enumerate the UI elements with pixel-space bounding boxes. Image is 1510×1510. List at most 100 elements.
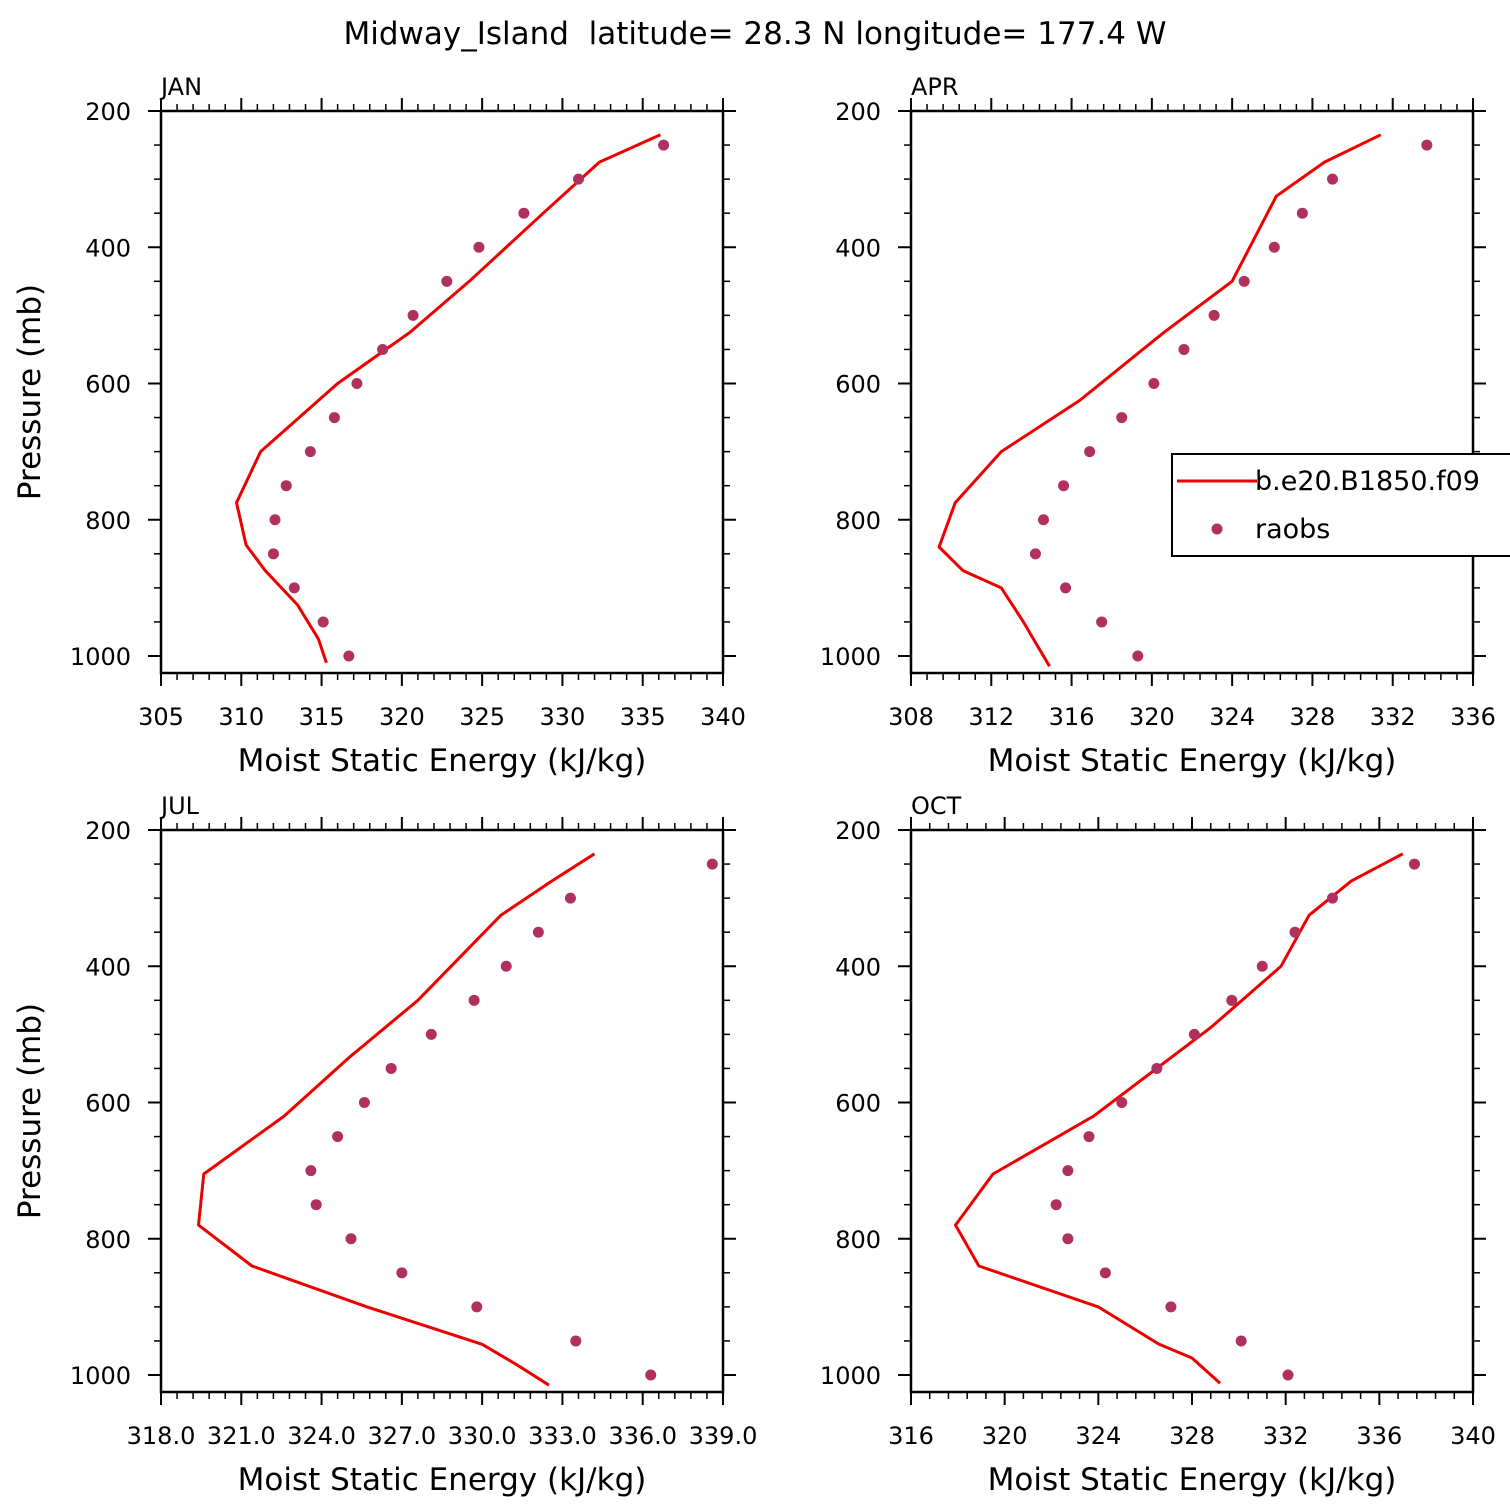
raobs-point bbox=[1060, 582, 1072, 594]
raobs-point bbox=[377, 343, 389, 355]
y-tick-label: 400 bbox=[85, 234, 131, 262]
x-tick-label: 325 bbox=[459, 703, 505, 731]
y-tick-label: 1000 bbox=[70, 1362, 131, 1390]
raobs-point bbox=[1083, 1131, 1095, 1143]
raobs-point bbox=[706, 858, 718, 870]
model-profile-line bbox=[937, 133, 1382, 667]
panel-label: JAN bbox=[159, 73, 202, 101]
raobs-point bbox=[1084, 446, 1096, 458]
raobs-point bbox=[1208, 309, 1220, 321]
model-profile-line bbox=[235, 133, 662, 664]
raobs-point bbox=[1282, 1369, 1294, 1381]
x-axis-label: Moist Static Energy (kJ/kg) bbox=[238, 743, 647, 779]
raobs-point bbox=[345, 1233, 357, 1245]
raobs-point bbox=[1058, 480, 1070, 492]
raobs-point bbox=[1062, 1233, 1074, 1245]
x-tick-label: 316 bbox=[888, 1422, 934, 1450]
raobs-point bbox=[1238, 275, 1250, 287]
legend-marker-swatch bbox=[1211, 523, 1223, 535]
raobs-point bbox=[425, 1028, 437, 1040]
y-tick-label: 1000 bbox=[820, 1362, 881, 1390]
x-tick-label: 340 bbox=[700, 703, 746, 731]
raobs-point bbox=[658, 139, 670, 151]
y-tick-label: 600 bbox=[85, 371, 131, 399]
panel-apr: APR 308 312 316 320 324 328 332 336 200 400 600 800 1… bbox=[820, 73, 1496, 779]
x-tick-label: 324 bbox=[1209, 703, 1255, 731]
raobs-point bbox=[1235, 1335, 1247, 1347]
panel-oct: OCT 316 320 324 328 332 336 340 200 400 600 800 1000… bbox=[820, 792, 1496, 1498]
raobs-point bbox=[468, 994, 480, 1006]
legend-box bbox=[1171, 453, 1510, 557]
x-tick-label: 305 bbox=[138, 703, 184, 731]
raobs-point bbox=[1132, 650, 1144, 662]
x-tick-label: 336 bbox=[1450, 703, 1496, 731]
raobs-point bbox=[305, 1165, 317, 1177]
panel-jul: JUL 318.0 321.0 324.0 327.0 330.0 333.0 336.0 33… bbox=[12, 792, 757, 1498]
panel-jan: JAN 305 310 315 320 325 330 335 340 200 400 600 800 1… bbox=[12, 73, 746, 779]
raobs-point bbox=[1050, 1199, 1062, 1211]
raobs-point bbox=[1268, 241, 1280, 253]
y-tick-label: 400 bbox=[835, 953, 881, 981]
figure-title: Midway_Island latitude= 28.3 N longitude… bbox=[344, 16, 1167, 52]
legend-label-model: b.e20.B1850.f09 bbox=[1255, 466, 1480, 497]
y-tick-label: 1000 bbox=[820, 643, 881, 671]
y-tick-label: 600 bbox=[835, 371, 881, 399]
panel-label: JUL bbox=[159, 792, 200, 820]
raobs-point bbox=[385, 1062, 397, 1074]
y-tick-label: 200 bbox=[835, 98, 881, 126]
raobs-point bbox=[1116, 412, 1128, 424]
legend-label-obs: raobs bbox=[1255, 514, 1330, 545]
x-tick-label: 328 bbox=[1169, 1422, 1215, 1450]
y-tick-label: 600 bbox=[85, 1090, 131, 1118]
plot-frame bbox=[159, 109, 725, 675]
x-tick-label: 333.0 bbox=[528, 1422, 597, 1450]
x-tick-label: 336.0 bbox=[608, 1422, 677, 1450]
raobs-point bbox=[343, 650, 355, 662]
raobs-point bbox=[1096, 616, 1108, 628]
raobs-point bbox=[310, 1199, 322, 1211]
y-tick-label: 200 bbox=[85, 98, 131, 126]
x-tick-label: 316 bbox=[1049, 703, 1095, 731]
y-tick-label: 800 bbox=[835, 1226, 881, 1254]
x-tick-label: 320 bbox=[1129, 703, 1175, 731]
panel-label: OCT bbox=[911, 792, 962, 820]
x-tick-label: 330.0 bbox=[448, 1422, 517, 1450]
raobs-point bbox=[564, 892, 576, 904]
raobs-point bbox=[471, 1301, 483, 1313]
model-profile-line bbox=[954, 852, 1404, 1385]
x-tick-label: 330 bbox=[540, 703, 586, 731]
raobs-point bbox=[1099, 1267, 1111, 1279]
y-tick-label: 800 bbox=[85, 507, 131, 535]
x-tick-label: 335 bbox=[620, 703, 666, 731]
raobs-point bbox=[396, 1267, 408, 1279]
raobs-point bbox=[304, 446, 316, 458]
x-tick-label: 332 bbox=[1263, 1422, 1309, 1450]
raobs-point bbox=[500, 960, 512, 972]
plot-frame bbox=[159, 828, 725, 1394]
raobs-point bbox=[1256, 960, 1268, 972]
raobs-point bbox=[1226, 994, 1238, 1006]
x-tick-label: 318.0 bbox=[127, 1422, 196, 1450]
x-tick-label: 328 bbox=[1290, 703, 1336, 731]
x-tick-label: 320 bbox=[982, 1422, 1028, 1450]
x-tick-label: 332 bbox=[1370, 703, 1416, 731]
y-axis-label: Pressure (mb) bbox=[12, 1003, 48, 1219]
raobs-point bbox=[570, 1335, 582, 1347]
y-tick-label: 200 bbox=[835, 817, 881, 845]
x-axis-label: Moist Static Energy (kJ/kg) bbox=[988, 743, 1397, 779]
raobs-point bbox=[441, 275, 453, 287]
x-tick-label: 339.0 bbox=[689, 1422, 758, 1450]
raobs-point bbox=[518, 207, 530, 219]
raobs-point bbox=[288, 582, 300, 594]
x-axis-label: Moist Static Energy (kJ/kg) bbox=[238, 1462, 647, 1498]
raobs-point bbox=[269, 514, 281, 526]
plot-frame bbox=[909, 109, 1475, 675]
x-axis-label: Moist Static Energy (kJ/kg) bbox=[988, 1462, 1397, 1498]
raobs-point bbox=[1165, 1301, 1177, 1313]
y-tick-label: 800 bbox=[835, 507, 881, 535]
raobs-point bbox=[351, 378, 363, 389]
raobs-point bbox=[645, 1369, 657, 1381]
model-profile-line bbox=[197, 852, 596, 1387]
x-tick-label: 320 bbox=[379, 703, 425, 731]
x-tick-label: 327.0 bbox=[367, 1422, 436, 1450]
